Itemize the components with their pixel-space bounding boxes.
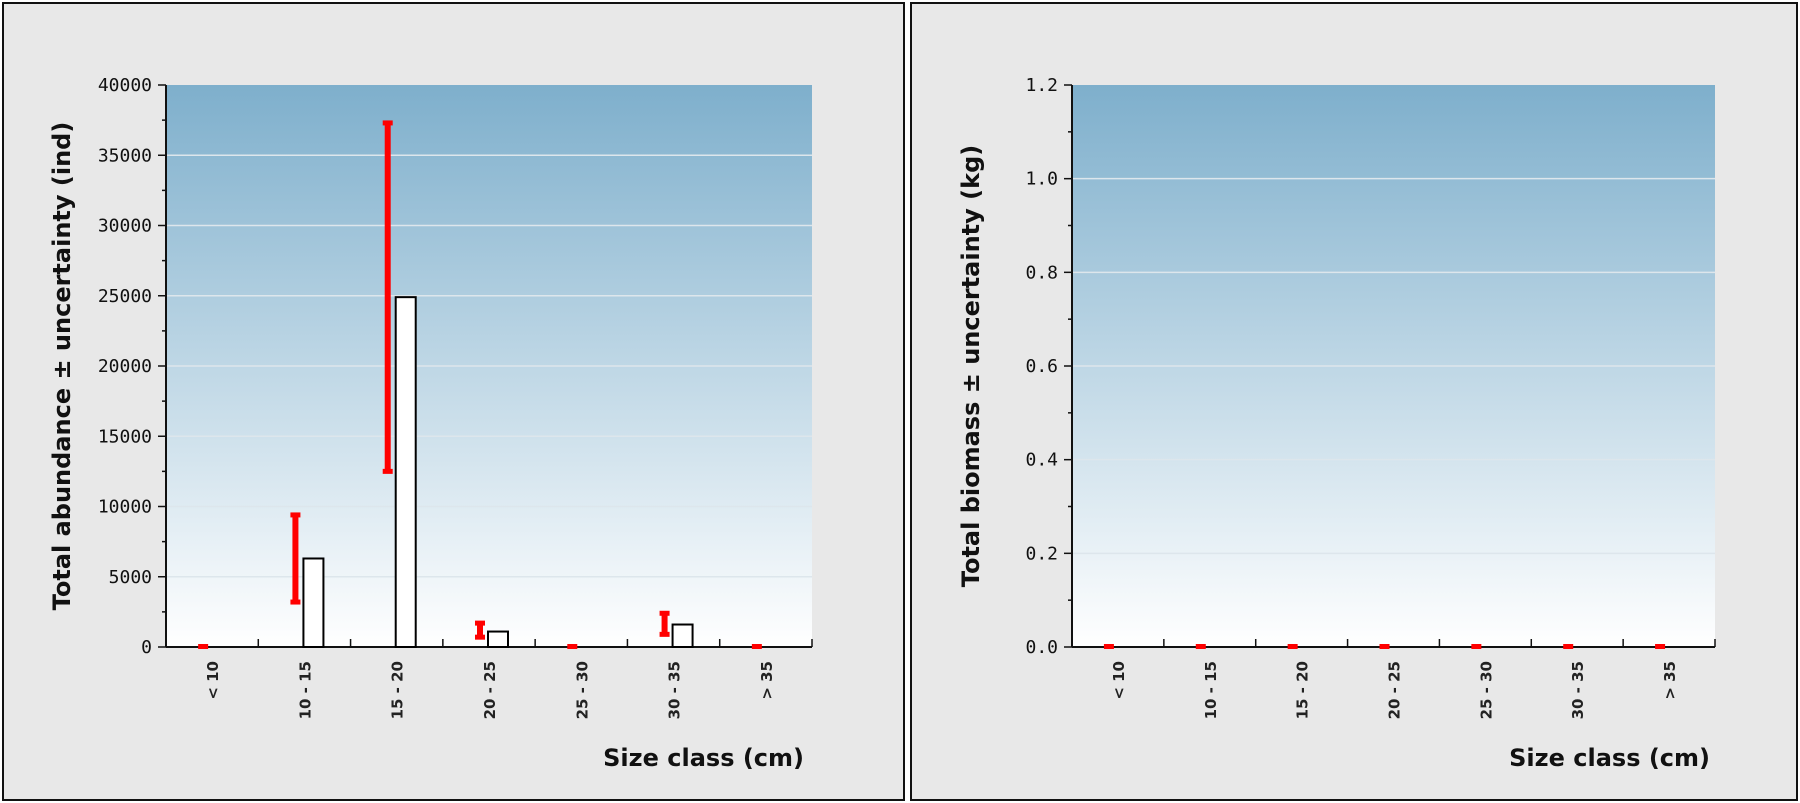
x-axis-title: Size class (cm): [1509, 744, 1710, 772]
x-category-label: 25 - 30: [1477, 661, 1495, 719]
abundance-chart-panel: 0 5000 10000 15000 20000 25000 30000 35000 40000…: [2, 2, 905, 801]
zero-marker: [1563, 644, 1574, 649]
y-tick-label: 5000: [109, 567, 152, 588]
y-tick-label: 0.0: [1025, 637, 1058, 658]
x-category-label: 30 - 35: [1569, 661, 1587, 719]
x-category-label: 20 - 25: [1386, 661, 1404, 719]
zero-marker: [1195, 644, 1206, 649]
x-axis-title: Size class (cm): [603, 744, 804, 772]
zero-marker: [751, 644, 762, 649]
abundance-chart: 0 5000 10000 15000 20000 25000 30000 35000 40000…: [48, 75, 813, 772]
x-category-label: 10 - 15: [1202, 661, 1220, 719]
bar: [302, 557, 325, 648]
x-category-label: 30 - 35: [666, 661, 684, 719]
x-category-label: 15 - 20: [389, 661, 407, 719]
biomass-chart-panel: 0.0 0.2 0.4 0.6 0.8 1.0 1.2 < 10 10 - 15 15 - 20 2…: [910, 2, 1798, 801]
y-tick-label: 10000: [98, 497, 152, 518]
x-category-label: 25 - 30: [573, 661, 591, 719]
x-category-label: > 35: [758, 661, 776, 700]
x-category-label: < 10: [204, 661, 222, 700]
y-tick-label: 0.2: [1025, 543, 1058, 564]
y-tick-label: 1.0: [1025, 169, 1058, 190]
x-category-label: < 10: [1110, 661, 1128, 700]
y-tick-label: 35000: [98, 145, 152, 166]
zero-marker: [567, 644, 578, 649]
zero-marker: [1103, 644, 1114, 649]
y-tick-label: 1.2: [1025, 75, 1058, 96]
bar: [671, 623, 694, 649]
y-tick-label: 0.6: [1025, 356, 1058, 377]
y-tick-label: 40000: [98, 75, 152, 96]
y-tick-label: 25000: [98, 286, 152, 307]
zero-marker: [1287, 644, 1298, 649]
y-axis-title: Total abundance ± uncertainty (ind): [48, 122, 76, 611]
x-category-label: 10 - 15: [296, 661, 314, 719]
y-tick-label: 0.4: [1025, 450, 1058, 471]
y-tick-label: 20000: [98, 356, 152, 377]
biomass-chart: 0.0 0.2 0.4 0.6 0.8 1.0 1.2 < 10 10 - 15 15 - 20 2…: [957, 75, 1716, 772]
zero-marker: [1655, 644, 1666, 649]
x-category-label: > 35: [1661, 661, 1679, 700]
bar: [487, 630, 509, 648]
y-tick-label: 15000: [98, 426, 152, 447]
zero-marker: [198, 644, 209, 649]
bar: [394, 296, 417, 648]
x-category-label: 15 - 20: [1294, 661, 1312, 719]
y-axis-title: Total biomass ± uncertainty (kg): [957, 145, 985, 587]
x-category-label: 20 - 25: [481, 661, 499, 719]
y-tick-label: 0: [141, 637, 152, 658]
zero-marker: [1471, 644, 1482, 649]
zero-marker: [1379, 644, 1390, 649]
y-tick-label: 30000: [98, 216, 152, 237]
y-tick-label: 0.8: [1025, 262, 1058, 283]
